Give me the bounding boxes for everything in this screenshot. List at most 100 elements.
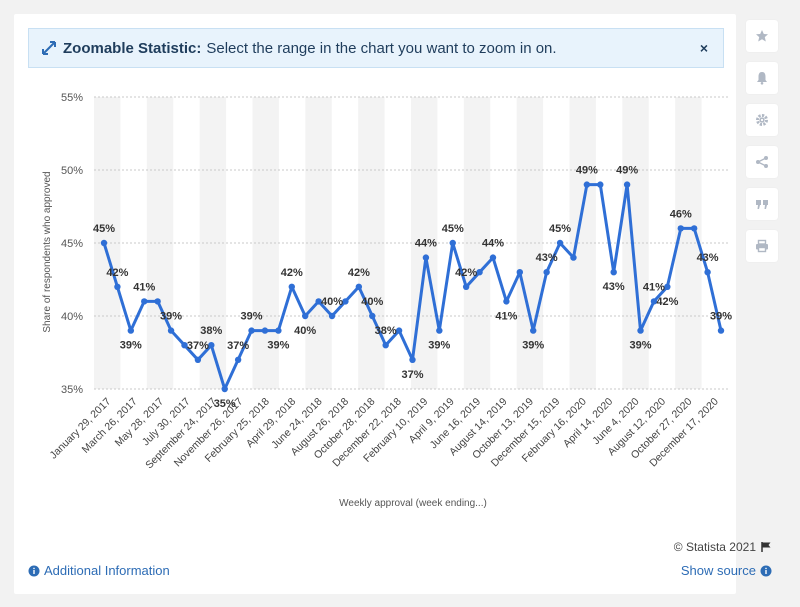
data-point[interactable] <box>194 356 202 363</box>
data-point[interactable] <box>234 356 242 363</box>
data-label: 39% <box>160 311 182 323</box>
y-tick-label: 55% <box>61 92 83 104</box>
show-source-link[interactable]: Show source <box>681 563 772 578</box>
data-point[interactable] <box>462 283 470 290</box>
data-point[interactable] <box>114 283 121 290</box>
data-point[interactable] <box>449 239 456 247</box>
data-point[interactable] <box>543 269 550 276</box>
data-label: 45% <box>549 223 571 235</box>
data-label: 45% <box>442 223 464 235</box>
data-label: 44% <box>482 238 504 250</box>
data-label: 40% <box>361 296 383 308</box>
data-point[interactable] <box>288 283 295 290</box>
data-label: 41% <box>643 281 665 293</box>
show-source-label: Show source <box>680 563 756 578</box>
data-point[interactable] <box>637 327 644 334</box>
x-axis-label: Weekly approval (week ending...) <box>339 498 487 509</box>
data-point[interactable] <box>503 298 510 305</box>
data-label: 45% <box>93 223 115 235</box>
y-axis-label: Share of respondents who approved <box>42 171 53 332</box>
data-point[interactable] <box>154 298 161 305</box>
data-point[interactable] <box>530 327 537 334</box>
data-point[interactable] <box>610 269 617 276</box>
quote-icon <box>756 200 768 209</box>
share-button[interactable] <box>746 146 778 178</box>
y-tick-label: 50% <box>61 165 83 177</box>
data-label: 37% <box>227 340 249 352</box>
data-point[interactable] <box>208 342 215 349</box>
data-point[interactable] <box>570 254 577 261</box>
data-point[interactable] <box>597 181 604 188</box>
data-point[interactable] <box>409 356 416 363</box>
data-label: 39% <box>710 311 732 323</box>
data-point[interactable] <box>717 327 725 334</box>
close-button[interactable]: × <box>699 40 709 56</box>
data-label: 37% <box>187 340 209 352</box>
data-point[interactable] <box>436 327 443 334</box>
data-point[interactable] <box>342 298 349 305</box>
data-point[interactable] <box>221 385 228 393</box>
data-point[interactable] <box>127 327 135 334</box>
data-point[interactable] <box>677 225 684 232</box>
settings-button[interactable] <box>746 104 778 136</box>
data-label: 42% <box>656 296 678 308</box>
data-point[interactable] <box>181 342 188 349</box>
data-label: 42% <box>455 267 477 279</box>
data-label: 43% <box>536 252 558 264</box>
data-label: 43% <box>603 281 625 293</box>
expand-icon <box>42 41 56 55</box>
data-point[interactable] <box>650 298 658 305</box>
data-label: 46% <box>670 208 692 220</box>
data-point[interactable] <box>141 298 148 305</box>
data-label: 39% <box>241 311 263 323</box>
data-point[interactable] <box>664 283 671 290</box>
print-icon <box>756 239 768 253</box>
data-label: 40% <box>294 325 316 337</box>
data-point[interactable] <box>100 239 108 247</box>
data-point[interactable] <box>422 254 430 261</box>
data-label: 41% <box>133 281 155 293</box>
data-point[interactable] <box>690 225 698 232</box>
data-point[interactable] <box>355 283 363 290</box>
data-label: 49% <box>616 165 638 177</box>
data-point[interactable] <box>556 239 564 247</box>
data-point[interactable] <box>704 269 711 276</box>
data-labels: 45% 42% 39% 41% 39% 37% 38% 35% 37% 39% 39% 42% 40% 4… <box>93 165 732 410</box>
data-point[interactable] <box>248 327 255 334</box>
data-point[interactable] <box>369 312 376 320</box>
copyright-text: © Statista 2021 <box>673 540 756 554</box>
data-point[interactable] <box>623 181 631 188</box>
data-point[interactable] <box>275 327 282 334</box>
data-point[interactable] <box>328 312 336 320</box>
y-tick-label: 40% <box>61 311 83 323</box>
share-icon <box>756 156 768 168</box>
data-point[interactable] <box>301 312 309 320</box>
y-tick-label: 35% <box>61 384 83 396</box>
data-label: 38% <box>200 325 222 337</box>
data-point[interactable] <box>395 327 403 334</box>
gear-icon <box>756 114 768 126</box>
data-point[interactable] <box>489 254 497 261</box>
data-label: 43% <box>697 252 719 264</box>
data-point[interactable] <box>167 327 175 334</box>
additional-info-label: Additional Information <box>44 563 170 578</box>
info-icon <box>760 565 772 576</box>
data-label: 39% <box>522 340 544 352</box>
favorite-button[interactable] <box>746 20 778 52</box>
data-label: 39% <box>428 340 450 352</box>
data-point[interactable] <box>261 327 269 334</box>
banner-title: Zoomable Statistic: <box>63 39 202 57</box>
data-point[interactable] <box>382 342 389 349</box>
data-label: 49% <box>576 165 598 177</box>
data-point[interactable] <box>476 269 483 276</box>
cite-button[interactable] <box>746 188 778 220</box>
print-button[interactable] <box>746 230 778 262</box>
data-point[interactable] <box>516 269 524 276</box>
notification-button[interactable] <box>746 62 778 94</box>
additional-info-link[interactable]: Additional Information <box>28 563 170 578</box>
data-point[interactable] <box>315 298 322 305</box>
data-point[interactable] <box>583 181 591 188</box>
zoom-banner: Zoomable Statistic: Select the range in … <box>28 28 724 68</box>
